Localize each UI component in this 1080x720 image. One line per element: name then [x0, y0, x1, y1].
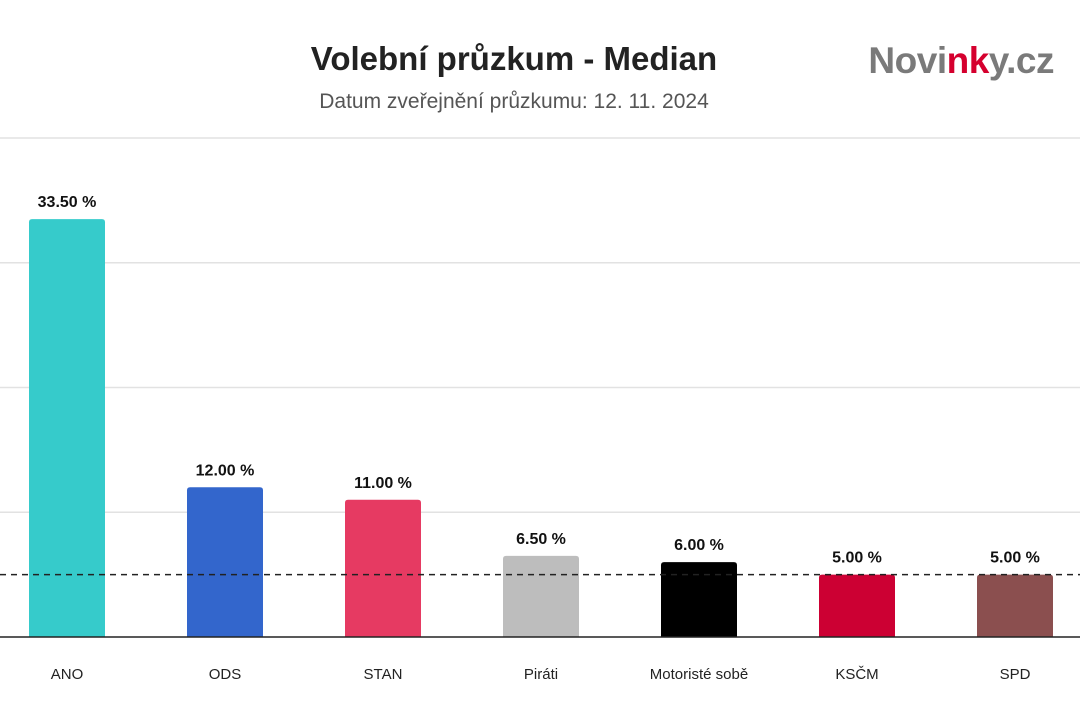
- category-label: Motoristé sobě: [650, 666, 748, 683]
- category-label: ODS: [209, 666, 242, 683]
- bar-4: [661, 562, 737, 637]
- novinky-logo[interactable]: Novinky.cz: [868, 40, 1054, 82]
- logo-text-accent: nk: [946, 40, 990, 81]
- bar-6: [977, 574, 1053, 637]
- category-label: SPD: [1000, 666, 1031, 683]
- bar-value-label: 6.00 %: [674, 537, 724, 554]
- chart-subtitle: Datum zveřejnění průzkumu: 12. 11. 2024: [319, 90, 709, 113]
- bar-value-label: 33.50 %: [38, 194, 97, 211]
- bar-value-label: 11.00 %: [354, 475, 412, 492]
- bar-value-label: 12.00 %: [196, 462, 255, 479]
- bar-5: [819, 574, 895, 637]
- bar-0: [29, 219, 105, 637]
- logo-text-end: y.cz: [988, 40, 1055, 81]
- bar-1: [187, 487, 263, 637]
- bar-value-label: 6.50 %: [516, 531, 566, 548]
- category-label: STAN: [364, 666, 403, 683]
- bar-3: [503, 555, 579, 637]
- category-label: Piráti: [524, 666, 558, 683]
- category-label: ANO: [51, 666, 84, 683]
- bar-value-label: 5.00 %: [832, 550, 882, 567]
- logo-text-start: Novi: [868, 40, 947, 81]
- bar-value-label: 5.00 %: [990, 550, 1040, 567]
- chart-title: Volební průzkum - Median: [310, 40, 718, 77]
- category-label: KSČM: [835, 666, 878, 683]
- bar-2: [345, 499, 421, 637]
